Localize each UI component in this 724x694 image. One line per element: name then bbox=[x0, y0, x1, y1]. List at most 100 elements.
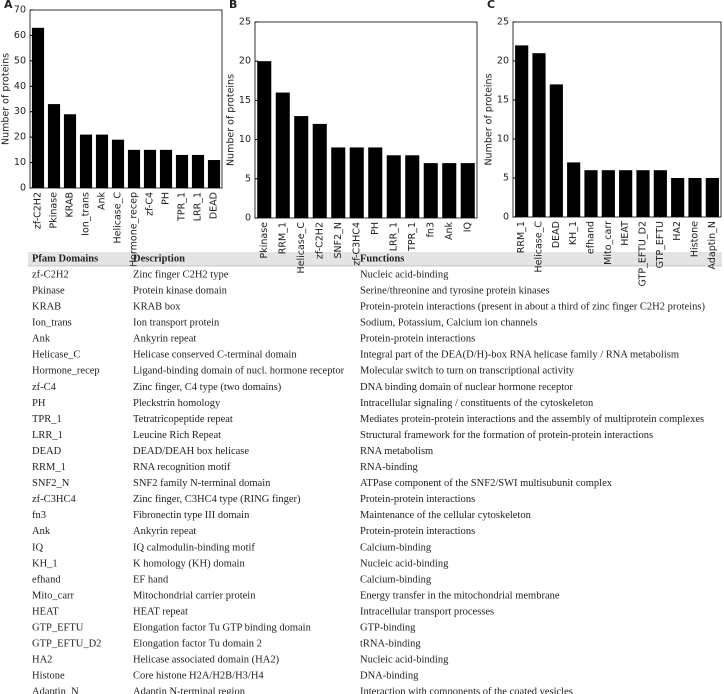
table-cell: K homology (KH) domain bbox=[133, 558, 245, 569]
table-cell: Elongation factor Tu GTP binding domain bbox=[133, 623, 312, 634]
y-tick-label: 60 bbox=[14, 30, 26, 41]
y-tick-label: 0 bbox=[245, 213, 251, 224]
bar bbox=[368, 147, 383, 218]
table-cell: ATPase component of the SNF2/SWI multisu… bbox=[360, 478, 613, 489]
y-tick-label: 10 bbox=[14, 157, 26, 168]
table-cell: Adaptin_N bbox=[32, 687, 79, 694]
x-tick-label: fn3 bbox=[425, 222, 436, 237]
x-tick-label: Helicase_C bbox=[296, 222, 307, 274]
table-header: Pfam Domains bbox=[32, 253, 98, 264]
table-cell: Nucleic acid-binding bbox=[360, 558, 449, 569]
x-tick-label: KRAB bbox=[65, 192, 76, 217]
x-tick-label: Pkinase bbox=[49, 192, 60, 229]
y-tick-label: 5 bbox=[503, 173, 509, 184]
table-cell: Ank bbox=[32, 526, 51, 537]
table-cell: Elongation factor Tu domain 2 bbox=[133, 639, 262, 650]
table-cell: LRR_1 bbox=[32, 430, 63, 441]
table-cell: Helicase associated domain (HA2) bbox=[133, 655, 280, 666]
plot-frame bbox=[254, 21, 478, 219]
bar bbox=[405, 155, 420, 218]
y-tick-label: 25 bbox=[497, 17, 509, 28]
x-tick-label: DEAD bbox=[551, 221, 562, 248]
y-tick-label: 25 bbox=[239, 17, 251, 28]
x-tick-label: zf-C2H2 bbox=[33, 192, 44, 229]
table-cell: Ank bbox=[32, 334, 51, 345]
x-tick-label: Histone bbox=[690, 221, 701, 257]
table-cell: RNA-binding bbox=[360, 462, 419, 473]
table-cell: PH bbox=[32, 398, 46, 409]
bar bbox=[127, 149, 141, 188]
bar bbox=[191, 154, 205, 188]
table-cell: fn3 bbox=[32, 510, 46, 521]
y-tick-label: 15 bbox=[497, 95, 509, 106]
table-cell: Leucine Rich Repeat bbox=[133, 430, 221, 441]
bar bbox=[442, 163, 457, 218]
table-cell: Zinc finger, C3HC4 type (RING finger) bbox=[133, 494, 301, 505]
y-tick-label: 5 bbox=[245, 173, 251, 184]
bar bbox=[312, 123, 327, 218]
x-tick-label: Ank bbox=[97, 192, 108, 211]
table-cell: zf-C4 bbox=[32, 382, 57, 393]
table-cell: RNA metabolism bbox=[360, 446, 433, 457]
table-cell: Tetratricopeptide repeat bbox=[133, 414, 233, 425]
y-tick-label: 40 bbox=[14, 81, 26, 92]
table-cell: Nucleic acid-binding bbox=[360, 269, 449, 280]
y-tick-label: 0 bbox=[503, 212, 509, 223]
table-cell: Intracellular signaling / constituents o… bbox=[360, 398, 594, 409]
table-cell: Helicase_C bbox=[32, 350, 80, 361]
x-tick-label: GTP_EFTU bbox=[655, 221, 666, 268]
table-cell: DNA-binding bbox=[360, 671, 419, 682]
panel-label: C bbox=[487, 0, 495, 11]
bar bbox=[619, 170, 633, 217]
x-tick-label: Ion_trans bbox=[81, 192, 92, 236]
table-cell: Mitochondrial carrier protein bbox=[133, 590, 256, 601]
bar bbox=[143, 149, 157, 188]
bar bbox=[63, 114, 77, 188]
table-cell: tRNA-binding bbox=[360, 639, 421, 650]
bar bbox=[584, 170, 598, 217]
table-cell: Ion transport protein bbox=[133, 318, 220, 329]
x-tick-label: PH bbox=[370, 222, 381, 235]
x-tick-label: SNF2_N bbox=[333, 222, 344, 259]
table-cell: Protein-protein interactions bbox=[360, 334, 475, 345]
table-header: Functions bbox=[360, 253, 404, 264]
table-cell: Maintenance of the cellular cytoskeleton bbox=[360, 510, 532, 521]
x-tick-label: HA2 bbox=[672, 221, 683, 241]
table-cell: Molecular switch to turn on transcriptio… bbox=[360, 366, 575, 377]
y-axis-label: Number of proteins bbox=[226, 74, 237, 166]
x-tick-label: TPR_1 bbox=[407, 222, 418, 252]
table-cell: Helicase conserved C-terminal domain bbox=[133, 350, 297, 361]
table-cell: Protein-protein interactions bbox=[360, 494, 475, 505]
x-tick-label: GTP_EFTU_D2 bbox=[638, 221, 649, 286]
y-tick-label: 10 bbox=[239, 134, 251, 145]
table-cell: DEAD bbox=[32, 446, 62, 457]
table-cell: IQ bbox=[32, 542, 43, 553]
x-tick-label: Helicase_C bbox=[113, 192, 124, 244]
bar bbox=[207, 160, 221, 188]
table-cell: Pkinase bbox=[32, 285, 65, 296]
x-tick-label: TPR_1 bbox=[177, 192, 188, 222]
table-cell: GTP-binding bbox=[360, 623, 416, 634]
table-cell: SNF2_N bbox=[32, 478, 70, 489]
table-cell: HA2 bbox=[32, 655, 52, 666]
bar bbox=[257, 61, 272, 219]
x-tick-label: Mito_carr bbox=[603, 221, 614, 265]
bar bbox=[349, 147, 364, 218]
y-tick-label: 20 bbox=[497, 56, 509, 67]
table-cell: Calcium-binding bbox=[360, 542, 432, 553]
bar bbox=[275, 92, 290, 218]
x-tick-label: efhand bbox=[586, 221, 597, 254]
x-tick-label: zf-C2H2 bbox=[314, 222, 325, 259]
table-cell: HEAT repeat bbox=[133, 606, 188, 617]
table-cell: Hormone_recep bbox=[32, 366, 100, 377]
table-cell: Integral part of the DEA(D/H)-box RNA he… bbox=[360, 350, 679, 361]
bar bbox=[31, 27, 45, 188]
table-cell: HEAT bbox=[32, 606, 59, 617]
x-tick-label: LRR_1 bbox=[388, 222, 399, 251]
x-tick-label: IQ bbox=[462, 222, 473, 232]
x-tick-label: Adaptin_N bbox=[707, 221, 718, 269]
plot-frame bbox=[512, 21, 722, 218]
table-cell: KRAB box bbox=[133, 302, 181, 313]
x-tick-label: Ank bbox=[444, 222, 455, 241]
